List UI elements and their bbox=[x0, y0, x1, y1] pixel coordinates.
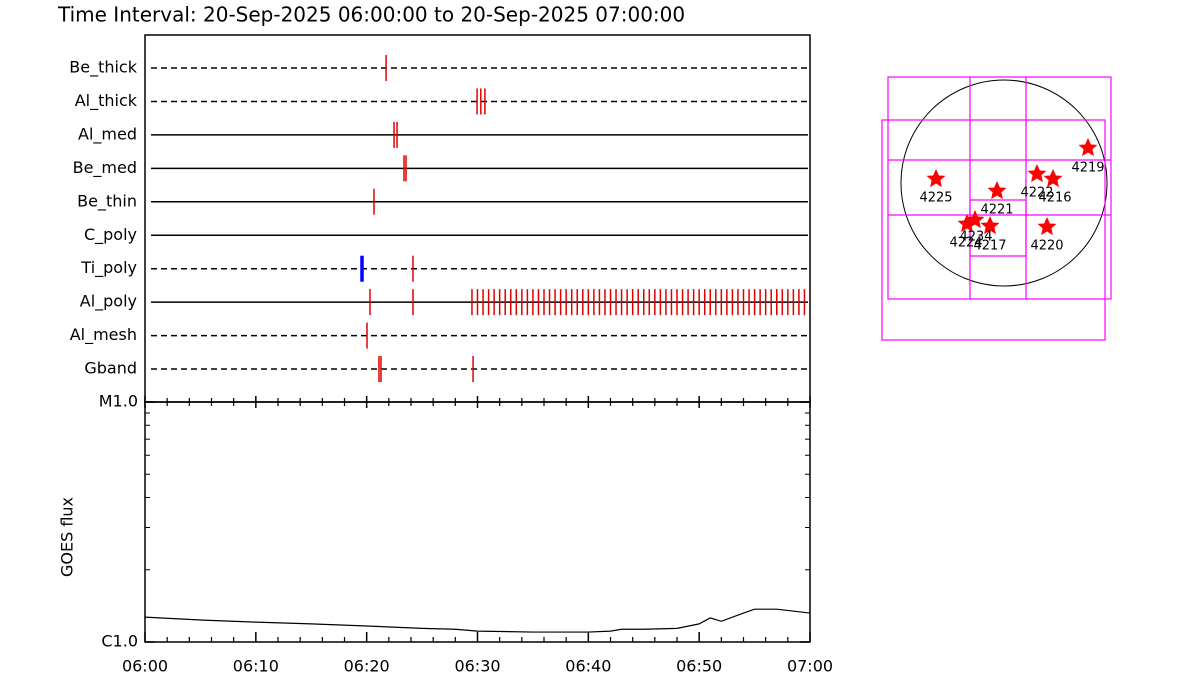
region-label: 4221 bbox=[980, 203, 1013, 218]
solar-map: 4225 4221 4222 4216 4219 4220 4224 4234 … bbox=[881, 76, 1112, 341]
row-label: Al_thick bbox=[75, 91, 138, 111]
goes-curve bbox=[144, 608, 811, 633]
y-tick-label: C1.0 bbox=[101, 632, 138, 651]
region-label: 4220 bbox=[1030, 239, 1063, 254]
y-tick-label: M1.0 bbox=[99, 392, 138, 411]
x-tick-label: 06:10 bbox=[233, 657, 279, 676]
x-tick-label: 07:00 bbox=[787, 657, 833, 676]
region-label: 4225 bbox=[919, 191, 952, 206]
row-label: Be_thin bbox=[77, 191, 137, 211]
row-label: Ti_poly bbox=[80, 258, 137, 278]
region-label: 4219 bbox=[1071, 161, 1104, 176]
region-label: 4234 bbox=[959, 230, 992, 245]
row-label: Be_thick bbox=[69, 58, 137, 78]
x-tick-label: 06:30 bbox=[454, 657, 500, 676]
x-tick-label: 06:40 bbox=[565, 657, 611, 676]
y-axis-label: GOES flux bbox=[58, 497, 77, 577]
x-tick-label: 06:00 bbox=[122, 657, 168, 676]
x-tick-label: 06:50 bbox=[676, 657, 722, 676]
page-title: Time Interval: 20-Sep-2025 06:00:00 to 2… bbox=[57, 3, 685, 27]
region-label: 4222 bbox=[1020, 186, 1053, 201]
row-label: Al_poly bbox=[80, 292, 137, 312]
row-label: Al_mesh bbox=[70, 325, 137, 345]
row-label: C_poly bbox=[84, 225, 137, 245]
region-label: 4217 bbox=[973, 239, 1006, 254]
row-label: Al_med bbox=[78, 124, 137, 144]
solar-disk bbox=[900, 79, 1108, 287]
goes-frame bbox=[144, 401, 811, 643]
region-label: 4216 bbox=[1038, 191, 1071, 206]
row-label: Gband bbox=[84, 359, 137, 378]
row-label: Be_med bbox=[73, 158, 137, 178]
region-label: 4224 bbox=[949, 236, 982, 251]
x-tick-label: 06:20 bbox=[344, 657, 390, 676]
region-stars bbox=[926, 138, 1098, 236]
